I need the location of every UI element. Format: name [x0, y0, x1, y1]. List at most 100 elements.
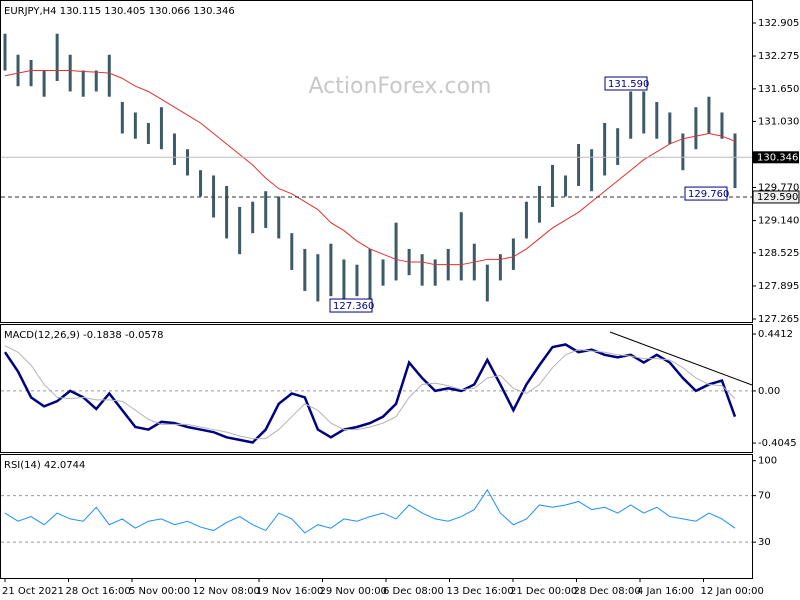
indicator-name: RSI(14) [4, 460, 41, 471]
x-tick-label: 12 Nov 08:00 [193, 586, 260, 597]
price-bar [172, 133, 176, 165]
x-tick-label: 21 Oct 2021 [2, 586, 64, 597]
x-tick-label: 13 Dec 16:00 [447, 586, 514, 597]
x-tick-label: 19 Nov 16:00 [256, 586, 323, 597]
panel-title: RSI(14) 42.0744 [4, 460, 85, 471]
price-bar [107, 54, 111, 97]
y-tick-label: 0.00 [758, 386, 780, 397]
indicator-line [4, 488, 736, 534]
price-bar [368, 248, 372, 302]
x-tick-label: 12 Jan 00:00 [701, 586, 764, 597]
price-bar [199, 170, 203, 197]
price-bar [264, 191, 268, 228]
price-bar [655, 101, 659, 139]
price-bar [29, 59, 33, 87]
y-tick-label: 70 [758, 491, 771, 502]
y-tick-label: 128.525 [758, 248, 799, 259]
price-bar [159, 107, 163, 150]
y-tick-label: 100 [758, 456, 777, 467]
x-tick-label: 28 Dec 08:00 [574, 586, 641, 597]
price-bar [290, 233, 294, 270]
price-bar [68, 54, 72, 92]
x-tick-label: 28 Oct 16:00 [66, 586, 131, 597]
price-bar [459, 212, 463, 281]
readout-value: -0.0578 [125, 330, 164, 341]
y-tick-label: 0.4412 [758, 329, 793, 340]
price-bar [146, 122, 150, 144]
price-bar [94, 70, 98, 92]
price-bar [120, 101, 124, 134]
price-bar [133, 112, 137, 139]
price-bar [707, 96, 711, 134]
last-price-box [753, 151, 799, 164]
annotation-label: 131.590 [608, 79, 649, 90]
price-bar [590, 149, 594, 192]
price-bar [603, 122, 607, 176]
y-tick-label: -0.4045 [758, 438, 797, 449]
x-tick-label: 29 Nov 00:00 [320, 586, 387, 597]
price-bar [212, 175, 216, 218]
x-tick-label: 21 Dec 00:00 [510, 586, 577, 597]
x-tick-label: 4 Jan 16:00 [637, 586, 694, 597]
price-bar [238, 206, 242, 255]
price-bar [355, 264, 359, 297]
price-bar [3, 33, 7, 71]
macd-panel [0, 324, 753, 453]
readout-value: 130.346 [193, 6, 234, 17]
price-bar [616, 128, 620, 165]
trend-line [609, 331, 753, 386]
price-bar [642, 91, 646, 134]
y-tick-label: 127.265 [758, 314, 799, 325]
price-bar [316, 254, 320, 302]
y-tick-label: 30 [758, 537, 771, 548]
price-bar [577, 143, 581, 186]
y-tick-label: 131.030 [758, 116, 799, 127]
price-bar [733, 133, 737, 189]
indicator-line [3, 343, 737, 444]
price-bar [551, 164, 554, 207]
y-tick-label: 129.770 [758, 183, 799, 194]
readout-value: 130.066 [149, 6, 190, 17]
price-bar [381, 259, 385, 286]
price-panel [0, 0, 753, 323]
panel-title: EURJPY,H4 130.115 130.405 130.066 130.34… [4, 6, 235, 17]
annotation-box [604, 76, 648, 91]
y-tick-label: 127.895 [758, 281, 799, 292]
price-bar [42, 70, 46, 97]
x-tick-label: 6 Dec 08:00 [383, 586, 444, 597]
price-bar [537, 185, 541, 223]
watermark: ActionForex.com [309, 74, 492, 99]
y-tick-label: 132.275 [758, 51, 799, 62]
indicator-name: MACD(12,26,9) [4, 330, 80, 341]
price-bar [251, 201, 255, 234]
price-bar [16, 54, 20, 87]
price-bar [720, 112, 724, 139]
price-bar [498, 254, 502, 281]
price-bar [629, 91, 633, 139]
price-bar [668, 112, 672, 144]
readout-value: 130.115 [60, 6, 101, 17]
annotation-box [329, 298, 373, 313]
price-bar [55, 33, 59, 81]
price-bar [225, 185, 229, 239]
price-bar [511, 238, 515, 270]
last-price-label: 130.346 [757, 152, 798, 163]
price-bar [694, 107, 698, 150]
x-tick-label: 5 Nov 00:00 [129, 586, 190, 597]
price-bar [420, 254, 424, 286]
y-tick-label: 129.140 [758, 216, 799, 227]
price-bar [485, 264, 489, 302]
moving-average [4, 69, 736, 266]
price-bar [524, 201, 528, 239]
panel-title: MACD(12,26,9) -0.1838 -0.0578 [4, 330, 164, 341]
readout-value: 42.0744 [44, 460, 85, 471]
price-bar [433, 259, 437, 286]
indicator-name: EURJPY,H4 [4, 6, 57, 17]
price-bar [564, 175, 568, 197]
price-bar [81, 70, 85, 97]
readout-value: -0.1838 [83, 330, 122, 341]
rsi-panel [0, 454, 753, 579]
level-label: 129.590 [757, 192, 798, 203]
